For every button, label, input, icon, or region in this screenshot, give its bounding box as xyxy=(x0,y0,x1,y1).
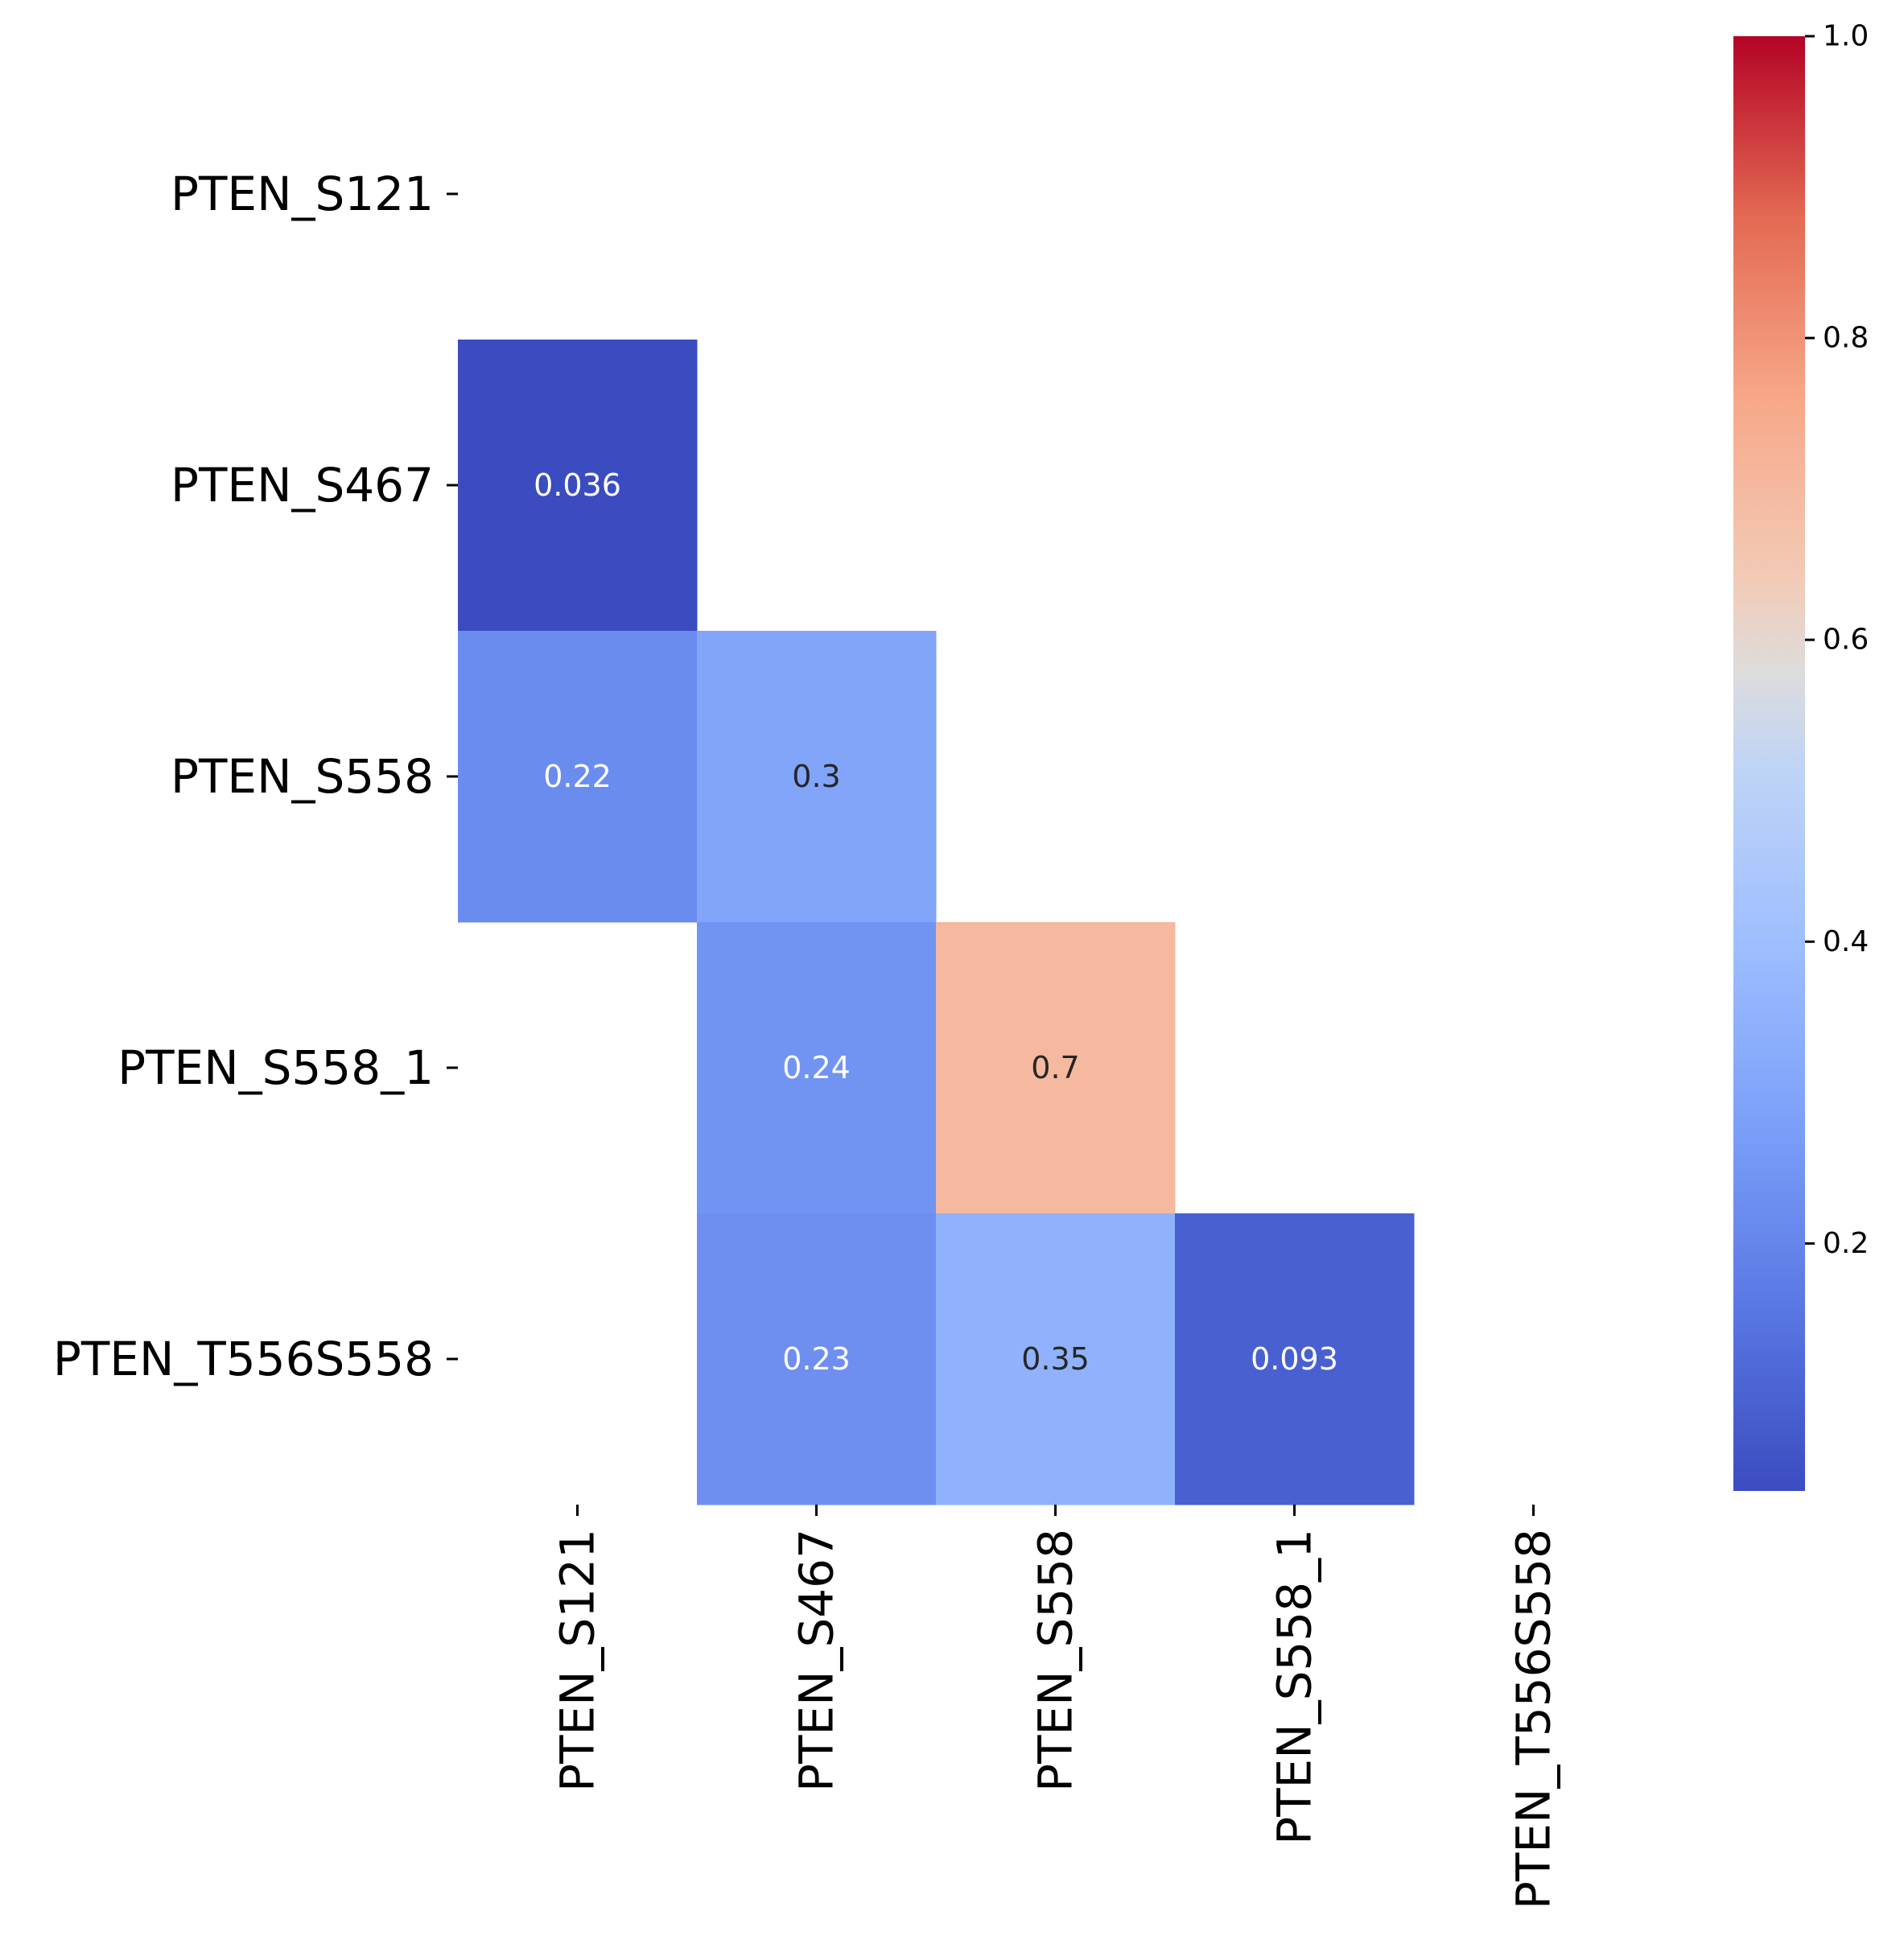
heatmap-cell-labels: 0.036 0.22 0.3 0.24 0.7 0.23 0.35 0.093 xyxy=(534,467,1338,1377)
y-tick-label: PTEN_S558 xyxy=(171,749,434,804)
y-tick-label: PTEN_T556S558 xyxy=(53,1332,434,1386)
colorbar-tick-label: 0.4 xyxy=(1823,925,1869,958)
heatmap-cell-value: 0.3 xyxy=(792,759,840,794)
heatmap-cell xyxy=(697,1213,937,1505)
heatmap-cell xyxy=(458,340,698,632)
x-tick-label: PTEN_T556S558 xyxy=(1506,1529,1561,1909)
heatmap-cell xyxy=(697,922,937,1214)
y-tick-label: PTEN_S121 xyxy=(171,167,434,221)
x-tick-label: PTEN_S121 xyxy=(550,1529,605,1792)
heatmap-cell-value: 0.036 xyxy=(534,467,621,503)
colorbar-tick-label: 0.2 xyxy=(1823,1227,1869,1260)
colorbar: 0.2 0.4 0.6 0.8 1.0 xyxy=(1733,20,1869,1491)
y-axis: PTEN_S121 PTEN_S467 PTEN_S558 PTEN_S558_1 PT… xyxy=(53,167,458,1386)
y-tick-label: PTEN_S467 xyxy=(171,458,434,513)
x-tick-label: PTEN_S558 xyxy=(1028,1529,1083,1792)
heatmap-cell-value: 0.24 xyxy=(782,1050,851,1085)
colorbar-tick-label: 1.0 xyxy=(1823,20,1869,53)
x-axis: PTEN_S121 PTEN_S467 PTEN_S558 PTEN_S558_1 PT… xyxy=(550,1505,1561,1909)
colorbar-tick-label: 0.6 xyxy=(1823,624,1869,657)
x-tick-label: PTEN_S558_1 xyxy=(1267,1529,1322,1845)
heatmap-cell-value: 0.23 xyxy=(782,1341,851,1377)
heatmap-cell xyxy=(697,631,937,923)
heatmap-cell xyxy=(1175,1213,1415,1505)
heatmap-cells xyxy=(458,340,1415,1505)
heatmap-cell-value: 0.7 xyxy=(1031,1050,1079,1085)
heatmap-cell xyxy=(458,631,698,923)
y-tick-label: PTEN_S558_1 xyxy=(117,1040,434,1095)
heatmap-cell-value: 0.093 xyxy=(1251,1341,1338,1377)
x-tick-label: PTEN_S467 xyxy=(789,1529,844,1792)
heatmap-cell-value: 0.22 xyxy=(543,759,612,794)
heatmap-cell-value: 0.35 xyxy=(1021,1341,1090,1377)
colorbar-gradient xyxy=(1733,36,1805,1491)
heatmap-cell xyxy=(936,1213,1176,1505)
heatmap-cell xyxy=(936,922,1176,1214)
colorbar-tick-label: 0.8 xyxy=(1823,322,1869,355)
